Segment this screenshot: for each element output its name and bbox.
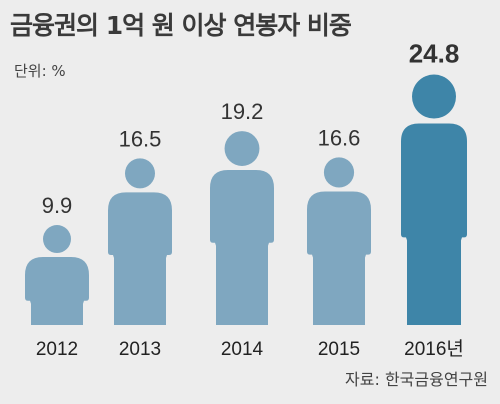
value-label: 24.8 (409, 39, 460, 69)
person-body (25, 257, 89, 325)
person-bar-2016년 (401, 74, 467, 325)
person-body (210, 169, 274, 325)
year-label: 2015 (318, 339, 360, 360)
source-label: 자료: 한국금융연구원 (345, 370, 488, 389)
person-head (43, 225, 71, 254)
chart-title: 금융권의 1억 원 이상 연봉자 비중 (10, 11, 352, 40)
person-bar-2013 (108, 158, 172, 325)
person-bar-2014 (210, 131, 274, 325)
value-label: 19.2 (221, 99, 264, 124)
person-head (412, 74, 456, 119)
year-label: 2014 (221, 339, 264, 360)
year-label: 2016년 (404, 338, 464, 360)
person-bar-2015 (307, 157, 371, 325)
person-body (108, 192, 172, 325)
person-head (224, 131, 260, 166)
value-label: 16.5 (119, 126, 162, 151)
unit-label: 단위: % (14, 62, 66, 80)
person-bar-2012 (25, 225, 89, 325)
year-label: 2012 (36, 339, 78, 360)
value-label: 9.9 (42, 193, 73, 218)
person-body (401, 123, 467, 325)
person-body (307, 191, 371, 325)
year-label: 2013 (119, 339, 161, 360)
person-head (323, 157, 355, 188)
person-head (125, 158, 155, 189)
value-label: 16.6 (318, 125, 361, 150)
